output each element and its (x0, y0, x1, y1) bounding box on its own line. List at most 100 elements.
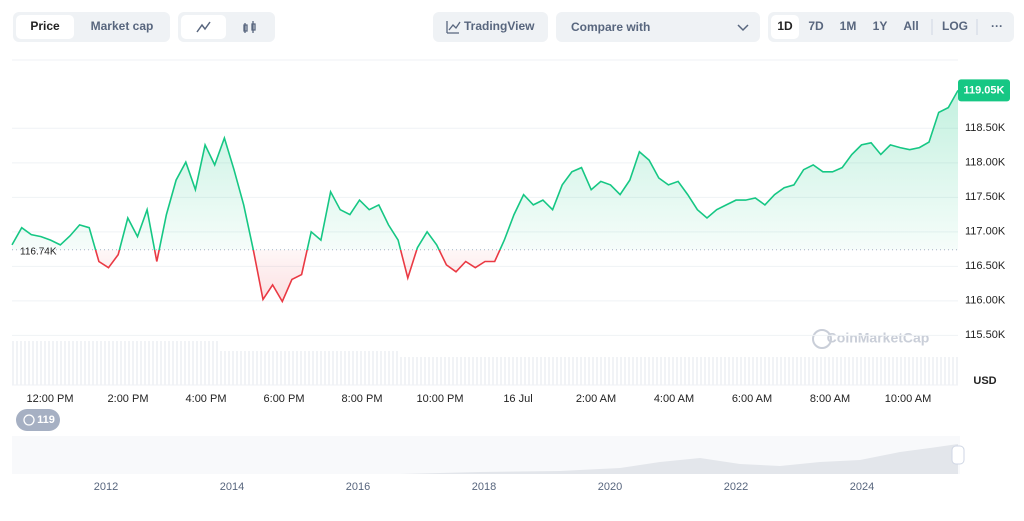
volume-bar (700, 357, 702, 385)
volume-bar (68, 341, 70, 385)
volume-bar (228, 351, 230, 385)
volume-bar (756, 357, 758, 385)
volume-bar (24, 341, 26, 385)
volume-bar (880, 357, 882, 385)
volume-bar (28, 341, 30, 385)
volume-bar (640, 357, 642, 385)
volume-bar (412, 357, 414, 385)
volume-bar (220, 351, 222, 385)
volume-bar (496, 357, 498, 385)
volume-bar (204, 341, 206, 385)
volume-bar (748, 357, 750, 385)
volume-bar (572, 357, 574, 385)
volume-bar (12, 341, 14, 385)
volume-bar (836, 357, 838, 385)
volume-bar (508, 357, 510, 385)
volume-bar (524, 357, 526, 385)
volume-bar (628, 357, 630, 385)
volume-bar (844, 357, 846, 385)
volume-bar (120, 341, 122, 385)
volume-bar (852, 357, 854, 385)
badge-text[interactable]: 119 (37, 414, 55, 426)
navigator-year: 2016 (346, 481, 370, 493)
last-price-badge (958, 79, 1010, 102)
navigator-year: 2018 (472, 481, 496, 493)
range-btn[interactable]: All (903, 19, 918, 33)
volume-bar (132, 341, 134, 385)
volume-bar (448, 357, 450, 385)
volume-bar (720, 357, 722, 385)
volume-bar (872, 357, 874, 385)
navigator-year: 2012 (94, 481, 118, 493)
volume-bar (816, 357, 818, 385)
y-tick-label: 117.50K (965, 191, 1006, 203)
range-btn[interactable]: 1Y (873, 19, 888, 33)
volume-bar (356, 351, 358, 385)
volume-bar (424, 357, 426, 385)
volume-bar (804, 357, 806, 385)
volume-bar (344, 351, 346, 385)
volume-bar (940, 357, 942, 385)
price-area (12, 90, 958, 302)
range-active[interactable] (771, 15, 799, 39)
volume-bar (200, 341, 202, 385)
volume-bar (160, 341, 162, 385)
navigator-handle[interactable] (951, 445, 965, 465)
compare-label[interactable]: Compare with (571, 20, 650, 34)
x-tick-label: 12:00 PM (26, 393, 73, 405)
volume-bar (784, 357, 786, 385)
volume-bar (56, 341, 58, 385)
volume-bar (88, 341, 90, 385)
volume-bar (544, 357, 546, 385)
volume-bar (32, 341, 34, 385)
watermark-logo (812, 329, 832, 349)
volume-bar (180, 341, 182, 385)
volume-bar (856, 357, 858, 385)
volume-bar (468, 357, 470, 385)
volume-bar (680, 357, 682, 385)
volume-bar (800, 357, 802, 385)
range-group (768, 12, 1014, 42)
range-btn[interactable]: 1M (840, 19, 857, 33)
volume-bar (112, 341, 114, 385)
volume-bar (948, 357, 950, 385)
volume-bar (268, 351, 270, 385)
x-tick-label: 10:00 PM (416, 393, 463, 405)
candle-icon[interactable] (243, 21, 256, 33)
volume-bar (684, 357, 686, 385)
navigator-year: 2020 (598, 481, 622, 493)
range-btn[interactable]: 1D (777, 19, 793, 33)
volume-bar (316, 351, 318, 385)
more-btn[interactable]: ··· (991, 19, 1003, 33)
range-btn[interactable]: 7D (808, 19, 824, 33)
compare-dropdown[interactable] (556, 12, 760, 42)
tab-market-cap[interactable]: Market cap (91, 19, 154, 33)
navigator-year: 2024 (850, 481, 874, 493)
volume-bar (404, 357, 406, 385)
volume-bar (896, 357, 898, 385)
volume-bar (208, 341, 210, 385)
volume-bar (172, 341, 174, 385)
volume-bar (488, 357, 490, 385)
volume-bar (156, 341, 158, 385)
tab-price[interactable]: Price (30, 19, 60, 33)
volume-bar (392, 351, 394, 385)
volume-bar (324, 351, 326, 385)
tradingview-label[interactable]: TradingView (464, 19, 535, 33)
volume-bar (272, 351, 274, 385)
volume-bar (332, 351, 334, 385)
chevron (737, 24, 749, 32)
volume-bar (236, 351, 238, 385)
range-btn[interactable]: LOG (942, 19, 968, 33)
volume-bar (240, 351, 242, 385)
badge[interactable] (16, 409, 60, 431)
volume-bar (104, 341, 106, 385)
y-tick-label: 118.50K (965, 122, 1006, 134)
volume-bar (868, 357, 870, 385)
tradingview-btn[interactable] (433, 12, 548, 42)
x-tick-label: 16 Jul (503, 393, 532, 405)
tab-active[interactable] (16, 15, 74, 39)
volume-bar (712, 357, 714, 385)
volume-bar (876, 357, 878, 385)
volume-bar (108, 341, 110, 385)
